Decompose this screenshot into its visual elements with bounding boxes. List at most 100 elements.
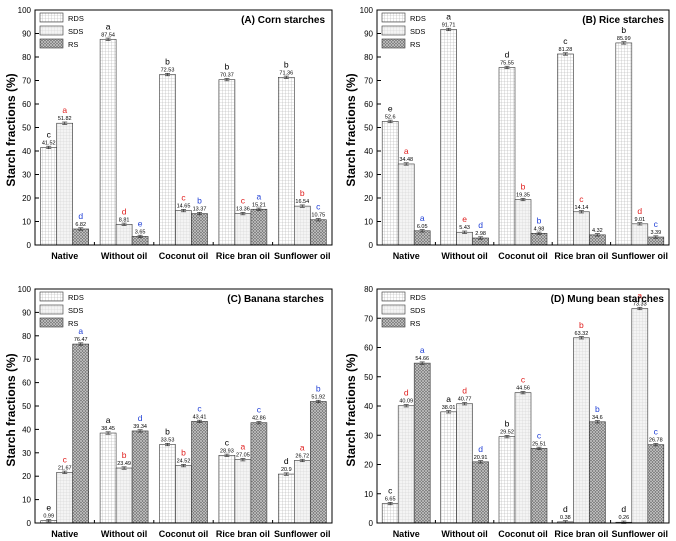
significance-letter-rds: b <box>284 59 289 69</box>
legend-swatch-rs <box>381 317 406 328</box>
y-tick-label: 40 <box>22 147 31 156</box>
bar-sds-native <box>397 163 415 246</box>
y-axis-label: Starch fractions (%) <box>344 353 358 466</box>
significance-letter-rds: a <box>446 394 451 404</box>
y-tick-label: 0 <box>27 519 32 528</box>
y-tick-label: 70 <box>22 355 31 364</box>
legend-label-sds: SDS <box>68 306 83 315</box>
bar-sds-sunflower-oil <box>293 205 311 246</box>
data-label-sds: 51.82 <box>58 116 72 122</box>
bar-sds-coconut-oil <box>514 392 532 524</box>
y-tick-label: 50 <box>364 124 373 133</box>
bar-rs-sunflower-oil <box>309 219 327 246</box>
category-label-sunflower-oil: Sunflower oil <box>612 529 669 539</box>
bar-sds-without-oil <box>456 403 473 524</box>
y-axis-label: Starch fractions (%) <box>344 73 358 186</box>
category-label-without-oil: Without oil <box>101 529 147 539</box>
data-label-rs: 4.98 <box>534 226 545 232</box>
data-label-sds: 21.67 <box>58 465 72 471</box>
significance-letter-sds: d <box>637 206 642 216</box>
y-tick-label: 20 <box>22 472 31 481</box>
y-tick-label: 0 <box>27 241 32 250</box>
legend-swatch-rs <box>39 38 64 49</box>
bar-rds-coconut-oil <box>498 436 516 524</box>
significance-letter-rds: d <box>505 49 510 59</box>
bar-rds-coconut-oil <box>159 74 176 246</box>
y-tick-label: 100 <box>18 285 32 294</box>
data-label-rs: 26.78 <box>649 438 663 444</box>
legend-swatch-rds <box>39 291 64 302</box>
bar-rs-coconut-oil <box>191 213 208 246</box>
bar-rs-native <box>72 343 89 524</box>
bar-rds-native <box>381 121 399 246</box>
bar-rs-sunflower-oil <box>309 401 327 524</box>
y-tick-label: 30 <box>364 171 373 180</box>
y-tick-label: 60 <box>364 344 373 353</box>
data-label-rds: 29.52 <box>500 430 514 436</box>
legend-label-rds: RDS <box>410 293 426 302</box>
bar-rs-native <box>413 230 431 246</box>
significance-letter-rs: a <box>257 191 262 201</box>
y-tick-label: 10 <box>22 218 31 227</box>
bars: 0.99e21.67c76.47a38.45a23.49b39.34d33.53… <box>40 326 327 524</box>
bar-sds-rice-bran-oil <box>573 211 590 246</box>
significance-letter-rds: a <box>106 415 111 425</box>
data-label-rs: 6.82 <box>75 222 86 228</box>
data-label-rs: 15.21 <box>252 202 266 208</box>
plot-frame <box>34 9 333 246</box>
data-label-sds: 63.32 <box>575 331 589 337</box>
legend-swatch-rs <box>381 38 406 49</box>
bar-sds-native <box>397 405 415 524</box>
data-label-rds: 85.99 <box>617 36 631 42</box>
panel-banana-starches: Starch fractions (%) 0 10 20 30 40 50 60 70 80 90… <box>4 285 333 539</box>
data-label-sds: 44.56 <box>516 386 530 392</box>
data-label-rds: 33.53 <box>161 438 175 444</box>
category-label-rice-bran-oil: Rice bran oil <box>554 529 608 539</box>
data-label-rs: 20.91 <box>474 455 488 461</box>
y-tick-label: 0 <box>369 241 374 250</box>
significance-letter-rds: b <box>505 419 510 429</box>
data-label-rs: 34.6 <box>592 415 603 421</box>
significance-letter-rs: e <box>138 218 143 228</box>
significance-letter-rds: e <box>46 503 51 513</box>
y-tick-label: 10 <box>364 490 373 499</box>
y-tick-label: 80 <box>22 332 31 341</box>
bar-rds-coconut-oil <box>159 444 176 524</box>
significance-letter-rds: c <box>47 129 52 139</box>
category-label-coconut-oil: Coconut oil <box>159 251 209 261</box>
data-label-sds: 40.77 <box>458 397 472 403</box>
y-tick-label: 10 <box>364 218 373 227</box>
y-tick-label: 30 <box>22 449 31 458</box>
significance-letter-sds: c <box>521 375 526 385</box>
legend-label-sds: SDS <box>410 306 425 315</box>
significance-letter-rs: a <box>420 345 425 355</box>
y-tick-label: 0 <box>369 519 374 528</box>
y-tick-label: 80 <box>22 53 31 62</box>
bar-rds-coconut-oil <box>498 67 516 246</box>
bar-rs-without-oil <box>131 430 149 524</box>
legend-swatch-rds <box>39 12 64 23</box>
bar-rds-without-oil <box>440 411 457 524</box>
data-label-rds: 0.99 <box>43 514 54 520</box>
significance-letter-sds: c <box>181 193 186 203</box>
data-label-rs: 25.51 <box>532 441 546 447</box>
data-label-rs: 39.34 <box>133 424 147 430</box>
y-tick-label: 60 <box>22 379 31 388</box>
data-label-rds: 91.71 <box>442 22 456 28</box>
bar-rds-sunflower-oil <box>615 42 633 246</box>
significance-letter-rs: a <box>78 326 83 336</box>
legend-swatch-rs <box>39 317 64 328</box>
legend: RDS SDS RS <box>381 12 426 49</box>
plot-frame <box>376 288 670 524</box>
category-label-sunflower-oil: Sunflower oil <box>274 529 331 539</box>
y-tick-label: 70 <box>364 314 373 323</box>
significance-letter-sds: d <box>404 388 409 398</box>
significance-letter-rs: c <box>537 430 542 440</box>
category-label-sunflower-oil: Sunflower oil <box>274 251 331 261</box>
panel-title: (D) Mung bean starches <box>551 294 665 305</box>
bar-rds-rice-bran-oil <box>218 79 236 246</box>
bar-sds-coconut-oil <box>175 210 192 246</box>
significance-letter-sds: c <box>241 196 246 206</box>
data-label-sds: 5.43 <box>459 225 470 231</box>
bars: 41.52c51.82a6.82d87.54a8.81d3.65e72.53b1… <box>40 21 327 246</box>
